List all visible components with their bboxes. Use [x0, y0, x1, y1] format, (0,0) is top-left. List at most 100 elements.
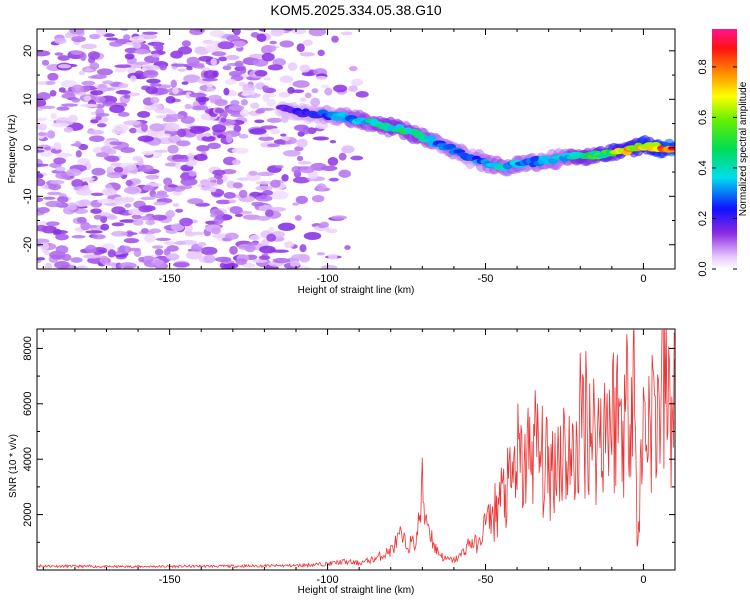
spectrogram-noise-cell — [271, 29, 286, 35]
spectrogram-noise-cell — [100, 223, 110, 231]
spectrogram-noise-cell — [341, 145, 355, 154]
spectrogram-noise-cell — [54, 52, 64, 56]
spectrogram-noise-cell — [294, 215, 302, 221]
spectrogram-noise-cell — [115, 90, 131, 95]
colorbar-label: Normalized spectral amplitude — [738, 81, 749, 216]
spectrogram-noise-cell — [138, 205, 153, 213]
spectrogram-noise-cell — [172, 87, 179, 95]
spectrogram-noise-cell — [277, 222, 296, 231]
spectrogram-noise-cell — [68, 114, 78, 123]
spectrogram-noise-cell — [141, 150, 154, 156]
spectrogram-noise-cell — [302, 39, 313, 46]
spectrogram-noise-cell — [255, 195, 273, 202]
spectrogram-noise-cell — [215, 199, 232, 205]
spectrogram-noise-cell — [177, 46, 193, 55]
spectrogram-noise-cell — [216, 134, 227, 139]
spectrogram-noise-cell — [41, 59, 50, 66]
spectrogram-noise-cell — [143, 105, 158, 111]
spectrogram-noise-cell — [95, 152, 110, 158]
spectrogram-noise-cell — [282, 150, 301, 157]
spectrogram-noise-cell — [202, 77, 218, 82]
spectrogram-noise-cell — [266, 117, 283, 123]
spectrogram-noise-cell — [124, 53, 135, 60]
spectrogram-noise-cell — [229, 206, 243, 215]
spectrogram-noise-cell — [299, 97, 307, 102]
spectrogram-noise-cell — [258, 136, 275, 141]
spectrogram-noise-cell — [329, 140, 337, 144]
spectrogram-noise-cell — [238, 134, 249, 139]
spectrogram-noise-cell — [97, 198, 115, 204]
spectrogram-noise-cell — [118, 83, 129, 89]
spectrogram-noise-cell — [99, 212, 112, 217]
spectrogram-noise-cell — [37, 123, 47, 131]
spectrogram-noise-cell — [125, 179, 133, 187]
spectrogram-noise-cell — [209, 213, 217, 218]
spectrogram-noise-cell — [67, 202, 77, 211]
spectrogram-cells — [37, 29, 675, 269]
spectrogram-noise-cell — [223, 262, 239, 269]
spectrogram-noise-cell — [231, 147, 249, 154]
spectrogram-noise-cell — [98, 87, 115, 92]
spectrogram-noise-cell — [261, 52, 275, 62]
spectrogram-noise-cell — [255, 109, 266, 114]
spectrogram-noise-cell — [89, 33, 101, 40]
spectrogram-noise-cell — [281, 174, 289, 182]
snr-ytick-label: 8000 — [22, 336, 34, 360]
spectrogram-noise-cell — [84, 68, 94, 72]
colorbar-tick-label: 0.0 — [697, 261, 709, 276]
snr-xlabel: Height of straight line (km) — [298, 585, 415, 596]
spectrogram-ytick-label: 0 — [22, 145, 34, 151]
spectrogram-noise-cell — [134, 61, 150, 65]
spectrogram-noise-cell — [189, 29, 204, 36]
spectrogram-noise-cell — [37, 80, 47, 86]
snr-ytick-label: 2000 — [22, 502, 34, 526]
spectrogram-noise-cell — [310, 97, 321, 107]
spectrogram-noise-cell — [222, 65, 232, 71]
spectrogram-noise-cell — [331, 35, 339, 43]
colorbar-ticks: 0.0 0.2 0.4 0.6 0.8 — [697, 59, 737, 277]
spectrogram-noise-cell — [312, 136, 330, 141]
spectrogram-noise-cell — [203, 254, 216, 264]
spectrogram-noise-cell — [55, 233, 69, 241]
spectrogram-noise-cell — [284, 241, 295, 249]
spectrogram-noise-cell — [209, 30, 225, 38]
spectrogram-noise-cell — [200, 246, 218, 256]
spectrogram-noise-cell — [80, 43, 98, 50]
snr-xtick-label: -100 — [317, 574, 339, 586]
spectrogram-noise-cell — [89, 62, 100, 70]
spectrogram-noise-cell — [100, 145, 113, 154]
spectrogram-noise-cell — [279, 75, 294, 83]
spectrogram-noise-cell — [37, 257, 46, 261]
spectrogram-noise-cell — [238, 189, 248, 198]
spectrogram-noise-cell — [37, 259, 42, 264]
spectrogram-noise-cell — [71, 35, 86, 43]
spectrogram-noise-cell — [37, 173, 44, 179]
spectrogram-noise-cell — [303, 232, 322, 241]
spectrogram-noise-cell — [93, 251, 103, 256]
spectrogram-noise-cell — [70, 50, 84, 55]
spectrogram-noise-cell — [134, 48, 150, 55]
spectrogram-noise-cell — [90, 90, 104, 96]
spectrogram-noise-cell — [292, 202, 300, 206]
spectrogram-noise-cell — [106, 37, 118, 41]
spectrogram-noise-cell — [266, 143, 280, 148]
spectrogram-noise-cell — [132, 218, 144, 226]
spectrogram-noise-cell — [117, 245, 132, 254]
spectrogram-noise-cell — [103, 155, 120, 162]
spectrogram-noise-cell — [299, 266, 312, 269]
spectrogram-noise-cell — [297, 161, 312, 165]
spectrogram-noise-cell — [165, 96, 176, 104]
spectrogram-noise-cell — [109, 141, 123, 146]
spectrogram-noise-cell — [53, 157, 66, 165]
spectrogram-noise-cell — [109, 41, 123, 47]
spectrogram-noise-cell — [185, 91, 193, 99]
spectrogram-noise-cell — [302, 126, 310, 135]
spectrogram-noise-cell — [210, 58, 217, 66]
spectrogram-noise-cell — [185, 66, 193, 71]
spectrogram-noise-cell — [71, 97, 81, 103]
spectrogram-noise-cell — [198, 55, 214, 62]
spectrogram-noise-cell — [58, 87, 66, 93]
spectrogram-noise-cell — [44, 80, 56, 85]
spectrogram-noise-cell — [155, 115, 167, 119]
spectrogram-noise-cell — [149, 83, 162, 87]
